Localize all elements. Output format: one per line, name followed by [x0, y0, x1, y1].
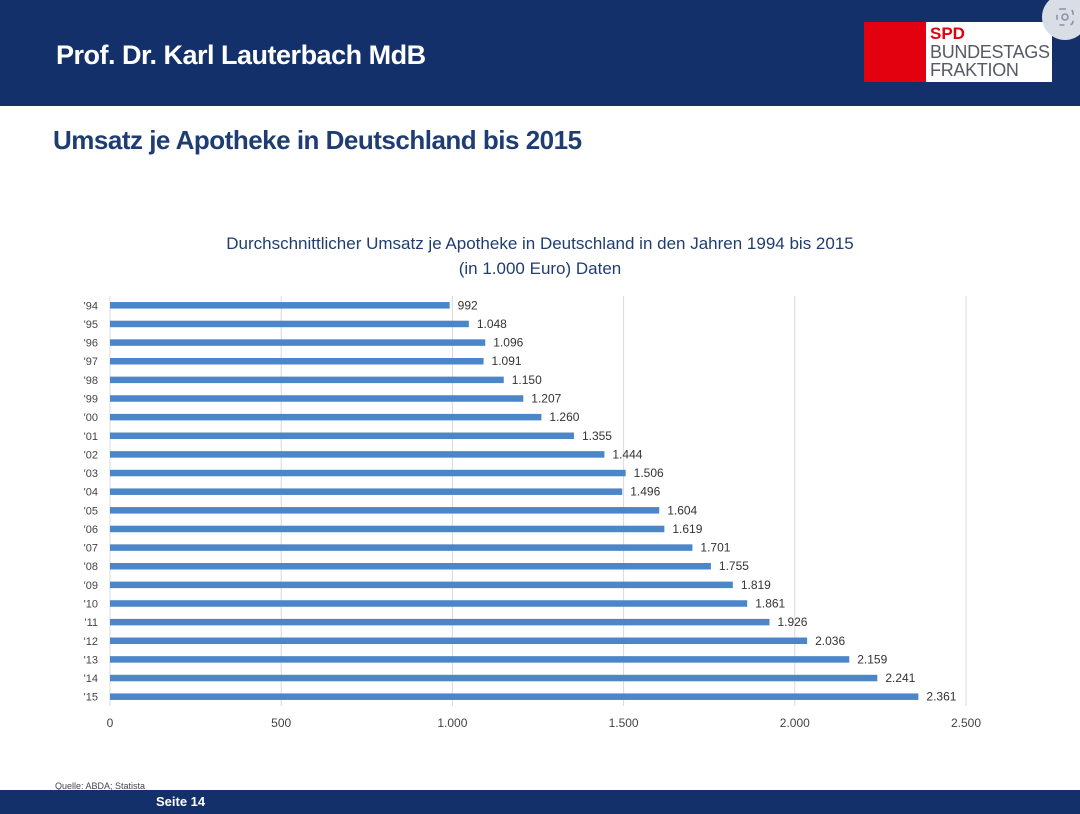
y-category-label: '08	[84, 561, 98, 573]
bar	[110, 302, 450, 309]
data-label: 2.241	[885, 671, 915, 685]
y-category-label: '06	[84, 524, 98, 536]
x-tick-label: 0	[107, 716, 114, 730]
y-category-label: '95	[84, 319, 98, 331]
data-label: 1.048	[477, 317, 507, 331]
y-category-label: '11	[84, 617, 98, 629]
author-name: Prof. Dr. Karl Lauterbach MdB	[56, 40, 426, 70]
bar	[110, 600, 748, 607]
bar	[110, 339, 486, 346]
y-category-label: '03	[84, 468, 98, 480]
y-category-label: '97	[84, 356, 98, 368]
bar	[110, 637, 808, 645]
logo-line-2: FRAKTION	[930, 60, 1019, 80]
data-label: 1.207	[531, 392, 561, 406]
bar	[110, 432, 574, 440]
y-category-label: '01	[84, 431, 98, 443]
spd-fraktion-logo: SPD BUNDESTAGS FRAKTION	[864, 22, 1052, 82]
y-category-label: '07	[84, 543, 98, 555]
bar	[110, 525, 665, 533]
bar	[110, 544, 693, 551]
data-label: 2.159	[857, 652, 887, 666]
data-label: 992	[458, 298, 478, 312]
x-tick-label: 1.500	[609, 716, 639, 730]
data-label: 1.755	[719, 559, 749, 573]
y-category-label: '04	[84, 487, 98, 499]
y-category-label: '14	[84, 673, 98, 685]
data-label: 1.619	[672, 522, 702, 536]
y-category-label: '15	[84, 692, 98, 704]
bar	[110, 507, 660, 514]
x-tick-label: 500	[271, 716, 291, 730]
bar	[110, 320, 469, 328]
y-category-label: '10	[84, 599, 98, 611]
logo-red-block	[864, 22, 926, 82]
data-label: 1.096	[493, 336, 523, 350]
page-number: Seite 14	[156, 794, 206, 809]
data-label: 2.361	[926, 690, 956, 704]
y-category-label: '99	[84, 394, 98, 406]
bar	[110, 488, 623, 495]
bar	[110, 674, 878, 682]
bar	[110, 693, 919, 700]
data-label: 1.091	[492, 354, 522, 368]
bar	[110, 413, 542, 421]
y-category-label: '94	[84, 300, 98, 312]
y-category-label: '05	[84, 505, 98, 517]
slide-title: Umsatz je Apotheke in Deutschland bis 20…	[53, 125, 582, 155]
data-label: 1.819	[741, 578, 771, 592]
bar	[110, 451, 605, 458]
y-category-label: '00	[84, 412, 98, 424]
bar	[110, 469, 626, 477]
chart-subtitle: (in 1.000 Euro) Daten	[458, 259, 622, 278]
x-tick-label: 2.000	[780, 716, 810, 730]
y-category-label: '02	[84, 449, 98, 461]
chart-title: Durchschnittlicher Umsatz je Apotheke in…	[226, 234, 854, 253]
data-label: 1.355	[582, 429, 612, 443]
data-label: 1.444	[612, 447, 642, 461]
data-label: 1.260	[549, 410, 579, 424]
bar	[110, 581, 733, 589]
y-category-label: '12	[84, 636, 98, 648]
data-label: 1.604	[667, 503, 697, 517]
source-note: Quelle: ABDA; Statista	[55, 781, 146, 791]
data-label: 1.861	[755, 597, 785, 611]
data-label: 1.701	[700, 541, 730, 555]
x-tick-label: 2.500	[951, 716, 981, 730]
bar	[110, 357, 484, 365]
logo-line-1: BUNDESTAGS	[930, 42, 1050, 62]
data-label: 1.926	[777, 615, 807, 629]
data-label: 1.506	[634, 466, 664, 480]
bar	[110, 618, 770, 626]
data-label: 1.150	[512, 373, 542, 387]
footer-band	[0, 790, 1080, 814]
y-category-label: '13	[84, 654, 98, 666]
header-band: Prof. Dr. Karl Lauterbach MdB SPD BUNDES…	[0, 0, 1080, 106]
y-category-label: '96	[84, 338, 98, 350]
bar	[110, 562, 711, 570]
logo-party: SPD	[930, 24, 965, 43]
bar	[110, 395, 524, 402]
bar	[110, 656, 850, 663]
logo-text: SPD BUNDESTAGS FRAKTION	[926, 22, 1050, 82]
y-category-label: '09	[84, 580, 98, 592]
x-tick-label: 1.000	[437, 716, 467, 730]
bar	[110, 376, 504, 384]
lens-icon	[1056, 8, 1074, 26]
data-label: 2.036	[815, 634, 845, 648]
y-category-label: '98	[84, 375, 98, 387]
data-label: 1.496	[630, 485, 660, 499]
lens-button[interactable]	[1042, 0, 1080, 40]
